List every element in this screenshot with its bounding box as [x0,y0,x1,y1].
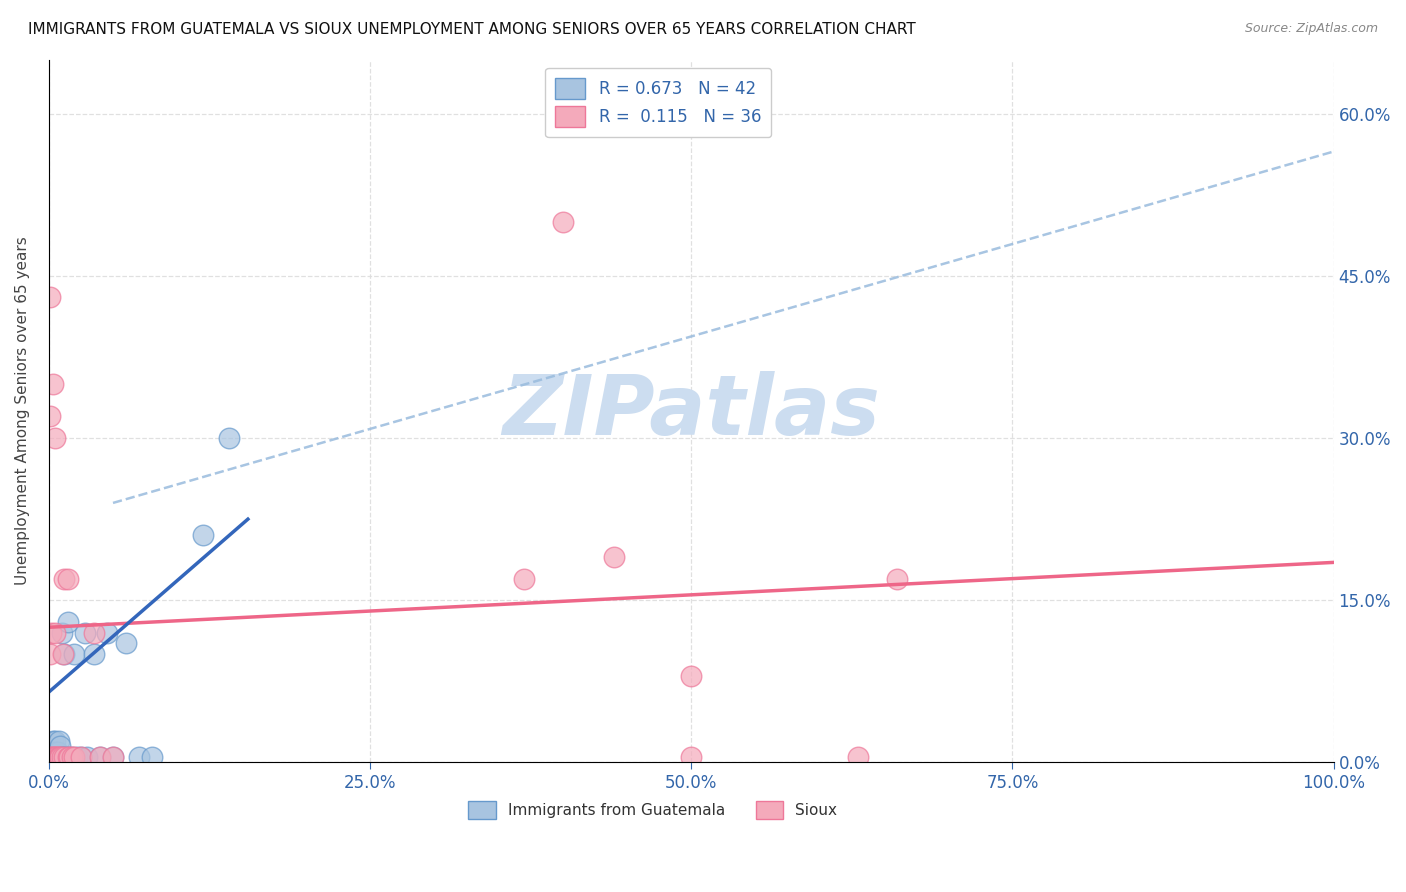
Point [681,669,703,683]
Point [51,625,73,640]
Point [39,409,62,424]
Point [45,750,67,764]
Point [48,734,70,748]
Point [41,745,63,759]
Point [49,739,72,754]
Point [41,745,63,759]
Point [191,528,214,542]
Point [44,431,66,445]
Point [46,750,69,764]
Point [70,750,93,764]
Point [55,750,77,764]
Point [44,625,66,640]
Point [603,549,626,564]
Point [45,750,67,764]
Point [49,750,72,764]
Point [53,648,76,662]
Point [44,745,66,759]
Point [83,648,105,662]
Point [39,648,62,662]
Point [128,750,150,764]
Point [53,750,76,764]
Point [41,734,63,748]
Text: IMMIGRANTS FROM GUATEMALA VS SIOUX UNEMPLOYMENT AMONG SENIORS OVER 65 YEARS CORR: IMMIGRANTS FROM GUATEMALA VS SIOUX UNEMP… [28,22,915,37]
Point [56,750,79,764]
Text: ZIPatlas: ZIPatlas [502,370,880,451]
Point [551,215,574,229]
Point [52,648,75,662]
Text: Source: ZipAtlas.com: Source: ZipAtlas.com [1244,22,1378,36]
Point [63,750,86,764]
Point [141,750,163,764]
Point [218,431,240,445]
Point [45,745,67,759]
Point [44,750,66,764]
Point [41,750,63,764]
Point [101,750,124,764]
Point [886,572,908,586]
Point [63,648,86,662]
Point [46,745,69,759]
Point [51,750,73,764]
Point [39,291,62,305]
Point [89,750,111,764]
Point [42,750,65,764]
Point [60,750,83,764]
Point [44,734,66,748]
Point [39,750,62,764]
Point [60,750,83,764]
Point [56,572,79,586]
Point [41,750,63,764]
Point [115,636,138,650]
Point [49,750,72,764]
Point [89,750,111,764]
Point [66,750,89,764]
Point [39,750,62,764]
Point [41,376,63,391]
Point [58,750,80,764]
Point [513,572,536,586]
Point [42,745,65,759]
Point [41,750,63,764]
Point [70,750,93,764]
Point [76,750,98,764]
Point [41,625,63,640]
Point [51,750,73,764]
Point [39,745,62,759]
Point [48,750,70,764]
Point [52,750,75,764]
Point [73,625,96,640]
Point [56,615,79,629]
Point [96,625,118,640]
Y-axis label: Unemployment Among Seniors over 65 years: Unemployment Among Seniors over 65 years [15,236,30,585]
Point [101,750,124,764]
Point [846,750,869,764]
Point [681,750,703,764]
Legend: Immigrants from Guatemala, Sioux: Immigrants from Guatemala, Sioux [463,795,844,825]
Point [42,750,65,764]
Point [83,625,105,640]
Point [53,572,76,586]
Point [44,750,66,764]
Point [56,750,79,764]
Point [48,750,70,764]
Point [46,750,69,764]
Point [41,750,63,764]
